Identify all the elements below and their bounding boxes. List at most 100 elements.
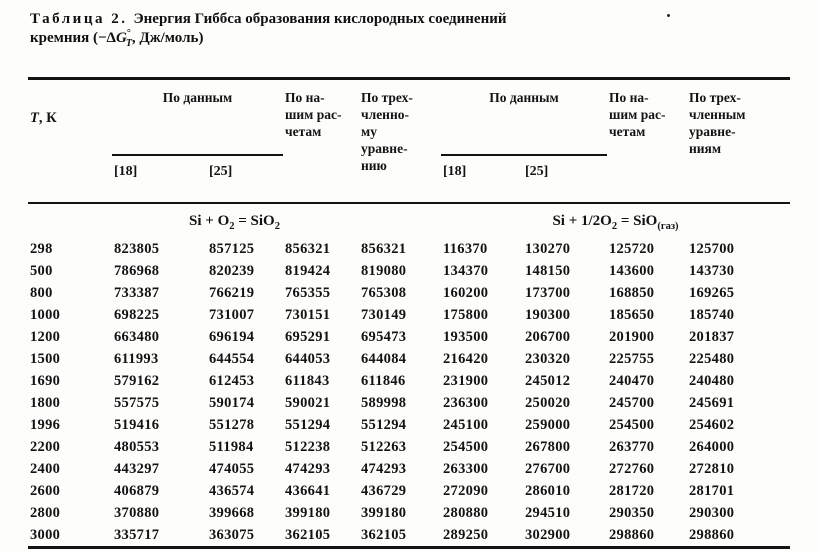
temperature-cell: 1200 xyxy=(30,329,61,345)
reaction-formula-sio-gas: Si + 1/2O2 = SiO(газ) xyxy=(441,202,790,238)
scan-artifact-dot xyxy=(667,14,670,17)
gibbs-value-cell: 175800 xyxy=(443,307,489,323)
gibbs-value-cell: 765355 xyxy=(285,285,331,301)
gibbs-value-cell: 294510 xyxy=(525,505,571,521)
table-row: 3000 335717 363075 362105 362105 289250 302900… xyxy=(28,524,790,548)
reaction-formula-sio2: Si + O2 = SiO2 xyxy=(28,202,441,238)
gibbs-value-cell: 280880 xyxy=(443,505,489,521)
gibbs-value-cell: 856321 xyxy=(285,241,331,257)
gibbs-value-cell: 201837 xyxy=(689,329,735,345)
gibbs-value-cell: 225480 xyxy=(689,351,735,367)
gibbs-value-cell: 272090 xyxy=(443,483,489,499)
gibbs-value-cell: 644084 xyxy=(361,351,407,367)
gibbs-value-cell: 272760 xyxy=(609,461,655,477)
gibbs-value-cell: 820239 xyxy=(209,263,255,279)
gibbs-value-cell: 185740 xyxy=(689,307,735,323)
gibbs-value-cell: 730149 xyxy=(361,307,407,323)
table-body: Si + O2 = SiO2 Si + 1/2O2 = SiO(газ) 298… xyxy=(28,202,790,548)
reaction-left-sub1: 2 xyxy=(229,221,235,232)
gibbs-value-cell: 733387 xyxy=(114,285,160,301)
table-row: 1200 663480 696194 695291 695473 193500 206700… xyxy=(28,326,790,348)
gibbs-value-cell: 695291 xyxy=(285,329,331,345)
gibbs-value-cell: 857125 xyxy=(209,241,255,257)
gibbs-value-cell: 298860 xyxy=(609,527,655,543)
temperature-cell: 1800 xyxy=(30,395,61,411)
gibbs-value-cell: 644554 xyxy=(209,351,255,367)
gibbs-value-cell: 231900 xyxy=(443,373,489,389)
gibbs-value-cell: 644053 xyxy=(285,351,331,367)
col-header-our-calculations-left: По на- шим рас- четам xyxy=(285,90,342,139)
table-row: 500 786968 820239 819424 819080 134370 148150 1… xyxy=(28,260,790,282)
gibbs-value-cell: 250020 xyxy=(525,395,571,411)
col-header-three-term-equation-left: По трех- членно- му уравне- нию xyxy=(361,90,413,173)
gibbs-value-cell: 240480 xyxy=(689,373,735,389)
gibbs-value-cell: 206700 xyxy=(525,329,571,345)
ref-header-25-right: [25] xyxy=(525,164,549,180)
gibbs-value-cell: 264000 xyxy=(689,439,735,455)
temperature-symbol: T xyxy=(30,110,39,126)
gibbs-value-cell: 240470 xyxy=(609,373,655,389)
gibbs-value-cell: 263300 xyxy=(443,461,489,477)
ref-header-18-left: [18] xyxy=(114,164,138,180)
gibbs-value-cell: 130270 xyxy=(525,241,571,257)
table-number-label: Таблица 2. xyxy=(30,11,128,27)
temperature-cell: 1000 xyxy=(30,307,61,323)
temperature-cell: 500 xyxy=(30,263,53,279)
gibbs-value-cell: 512238 xyxy=(285,439,331,455)
gibbs-value-cell: 134370 xyxy=(443,263,489,279)
table-row: 2400 443297 474055 474293 474293 263300 276700… xyxy=(28,458,790,480)
gibbs-value-cell: 474055 xyxy=(209,461,255,477)
gibbs-value-cell: 551278 xyxy=(209,417,255,433)
gibbs-value-cell: 276700 xyxy=(525,461,571,477)
gibbs-value-cell: 335717 xyxy=(114,527,160,543)
gibbs-value-cell: 474293 xyxy=(361,461,407,477)
gibbs-value-cell: 193500 xyxy=(443,329,489,345)
gibbs-value-cell: 766219 xyxy=(209,285,255,301)
gibbs-value-cell: 512263 xyxy=(361,439,407,455)
gibbs-value-cell: 216420 xyxy=(443,351,489,367)
group-header-by-data-right: По данным xyxy=(441,78,607,157)
gibbs-value-cell: 245700 xyxy=(609,395,655,411)
gibbs-value-cell: 143600 xyxy=(609,263,655,279)
gibbs-value-cell: 362105 xyxy=(285,527,331,543)
gibbs-value-cell: 611843 xyxy=(285,373,330,389)
gibbs-value-cell: 399668 xyxy=(209,505,255,521)
gibbs-energy-table: T, К По данным По на- шим рас- четам По … xyxy=(28,77,790,549)
gibbs-value-cell: 298860 xyxy=(689,527,735,543)
standard-state-superscript: ° xyxy=(126,28,131,39)
gibbs-value-cell: 406879 xyxy=(114,483,160,499)
reaction-left-part: Si + O xyxy=(189,213,230,229)
temperature-cell: 298 xyxy=(30,241,53,257)
gibbs-value-cell: 173700 xyxy=(525,285,571,301)
gibbs-value-cell: 201900 xyxy=(609,329,655,345)
gibbs-value-cell: 443297 xyxy=(114,461,160,477)
gibbs-value-cell: 436729 xyxy=(361,483,407,499)
gibbs-value-cell: 819080 xyxy=(361,263,407,279)
table-row: 800 733387 766219 765355 765308 160200 173700 1… xyxy=(28,282,790,304)
temperature-cell: 2600 xyxy=(30,483,61,499)
gibbs-value-cell: 254500 xyxy=(609,417,655,433)
gibbs-value-cell: 399180 xyxy=(285,505,331,521)
gibbs-value-cell: 225755 xyxy=(609,351,655,367)
gibbs-value-cell: 230320 xyxy=(525,351,571,367)
gibbs-value-cell: 579162 xyxy=(114,373,160,389)
temperature-cell: 3000 xyxy=(30,527,61,543)
gas-phase-subscript: (газ) xyxy=(657,221,679,232)
gibbs-value-cell: 589998 xyxy=(361,395,407,411)
table-caption: Таблица 2. Энергия Гиббса образования кис… xyxy=(30,10,670,49)
gibbs-value-cell: 474293 xyxy=(285,461,331,477)
table-header: T, К По данным По на- шим рас- четам По … xyxy=(28,78,790,204)
gibbs-value-cell: 823805 xyxy=(114,241,160,257)
section-header-row: Si + O2 = SiO2 Si + 1/2O2 = SiO(газ) xyxy=(28,202,790,238)
gibbs-value-cell: 254602 xyxy=(689,417,735,433)
temperature-cell: 2200 xyxy=(30,439,61,455)
temperature-cell: 800 xyxy=(30,285,53,301)
gibbs-value-cell: 286010 xyxy=(525,483,571,499)
gibbs-value-cell: 557575 xyxy=(114,395,160,411)
gibbs-value-cell: 143730 xyxy=(689,263,735,279)
gibbs-value-cell: 290350 xyxy=(609,505,655,521)
gibbs-value-cell: 245100 xyxy=(443,417,489,433)
caption-title-text: Энергия Гиббса образования кислородных с… xyxy=(133,11,507,27)
group-header-by-data-left: По данным xyxy=(112,78,283,157)
